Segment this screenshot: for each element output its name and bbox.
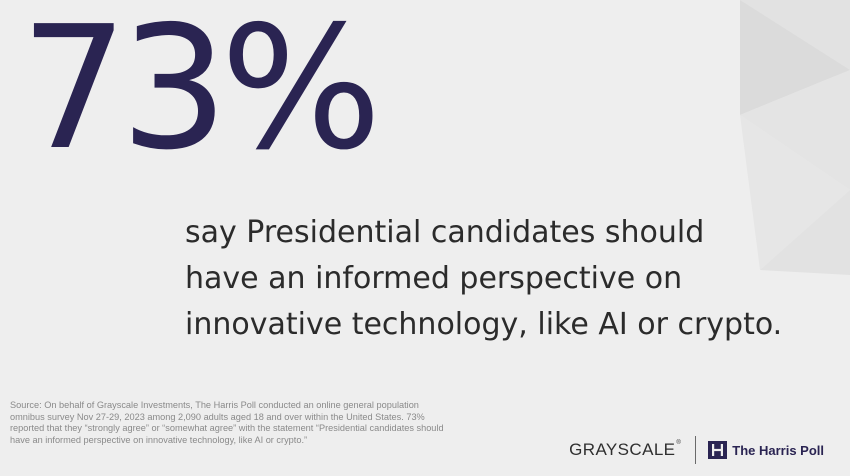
harris-poll-icon — [708, 441, 728, 459]
grayscale-wordmark: GRAYSCALE — [569, 440, 676, 459]
source-footnote: Source: On behalf of Grayscale Investmen… — [10, 400, 444, 445]
statement-text: say Presidential candidates should have … — [185, 210, 825, 348]
headline-stat: 73% — [20, 0, 382, 188]
grayscale-logo: GRAYSCALE® — [569, 440, 681, 460]
decor-triangle-lower — [760, 190, 850, 275]
harris-poll-logo: The Harris Poll — [732, 442, 824, 458]
decor-triangle-right — [740, 70, 850, 190]
decor-triangle-mid — [740, 115, 850, 270]
logo-divider — [695, 436, 697, 464]
registered-mark: ® — [676, 440, 682, 446]
statement-line: innovative technology, like AI or crypto… — [185, 307, 783, 342]
decor-triangle-upper — [740, 0, 850, 115]
statement-line: have an informed perspective on — [185, 261, 683, 296]
statement-line: say Presidential candidates should — [185, 215, 705, 250]
logo-bar: GRAYSCALE® The Harris Poll — [569, 436, 824, 464]
